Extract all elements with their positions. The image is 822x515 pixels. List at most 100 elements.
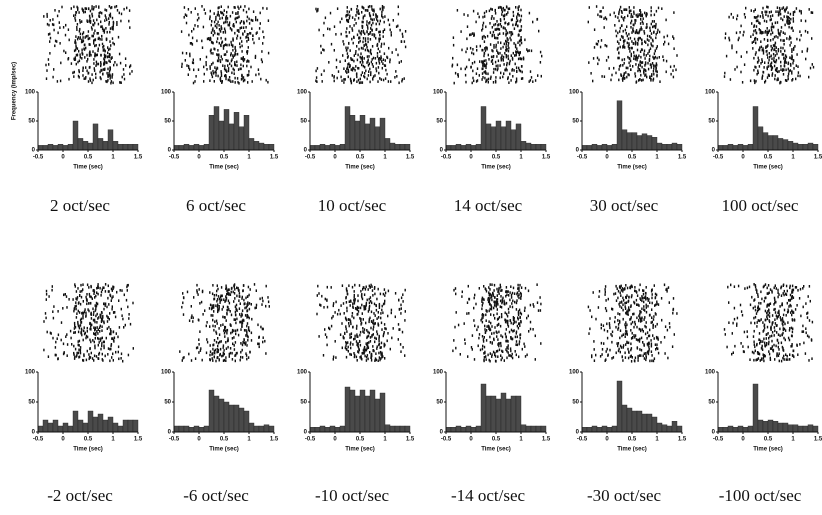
raster-spike bbox=[528, 290, 529, 293]
raster-spike bbox=[358, 30, 359, 33]
raster-spike bbox=[453, 289, 454, 292]
raster-spike bbox=[489, 288, 490, 291]
raster-spike bbox=[229, 44, 230, 47]
raster-spike bbox=[400, 304, 401, 307]
raster-spike bbox=[74, 322, 75, 325]
raster-spike bbox=[650, 14, 651, 17]
raster-spike bbox=[254, 307, 255, 310]
raster-spike bbox=[97, 317, 98, 320]
raster-spike bbox=[349, 325, 350, 328]
raster-spike bbox=[320, 45, 321, 48]
raster-spike bbox=[341, 79, 342, 82]
raster-spike bbox=[643, 70, 644, 73]
bar bbox=[370, 390, 375, 432]
raster-spike bbox=[790, 63, 791, 66]
raster-spike bbox=[756, 25, 757, 28]
raster-spike bbox=[230, 323, 231, 326]
raster-spike bbox=[233, 291, 234, 294]
raster-spike bbox=[245, 297, 246, 300]
raster-spike bbox=[263, 36, 264, 39]
raster-spike bbox=[247, 59, 248, 62]
bar bbox=[53, 420, 58, 432]
raster-spike bbox=[219, 301, 220, 304]
raster-spike bbox=[787, 290, 788, 293]
x-tick-label: 0 bbox=[61, 437, 65, 443]
raster-spike bbox=[356, 80, 357, 83]
raster-spike bbox=[787, 11, 788, 14]
raster-spike bbox=[101, 38, 102, 41]
raster-spike bbox=[812, 11, 813, 14]
raster-spike bbox=[617, 287, 618, 290]
raster-spike bbox=[455, 287, 456, 290]
raster-spike bbox=[237, 29, 238, 32]
x-axis-label: Time (sec) bbox=[345, 165, 375, 171]
raster-spike bbox=[93, 62, 94, 65]
raster-spike bbox=[215, 25, 216, 28]
raster-spike bbox=[647, 297, 648, 300]
raster-spike bbox=[189, 55, 190, 58]
raster-spike bbox=[803, 285, 804, 288]
raster-spike bbox=[517, 41, 518, 44]
raster-spike bbox=[506, 29, 507, 32]
raster-spike bbox=[778, 29, 779, 32]
raster-spike bbox=[128, 354, 129, 357]
bar bbox=[667, 426, 672, 432]
raster-spike bbox=[726, 55, 727, 58]
raster-spike bbox=[226, 21, 227, 24]
raster-spike bbox=[231, 65, 232, 68]
raster-spike bbox=[774, 287, 775, 290]
raster-spike bbox=[654, 357, 655, 360]
raster-spike bbox=[359, 82, 360, 85]
raster-spike bbox=[471, 52, 472, 55]
raster-spike bbox=[622, 36, 623, 39]
raster-spike bbox=[356, 76, 357, 79]
raster-spike bbox=[649, 49, 650, 52]
raster-spike bbox=[526, 48, 527, 51]
raster-spike bbox=[63, 343, 64, 346]
x-tick-label: 0 bbox=[197, 437, 201, 443]
raster-spike bbox=[105, 27, 106, 30]
raster-spike bbox=[770, 45, 771, 48]
raster-spike bbox=[345, 31, 346, 34]
raster-spike bbox=[199, 302, 200, 305]
raster-spike bbox=[754, 322, 755, 325]
raster-spike bbox=[376, 330, 377, 333]
raster-spike bbox=[530, 328, 531, 331]
raster-spike bbox=[371, 359, 372, 362]
raster-spike bbox=[627, 301, 628, 304]
y-tick-label: 0 bbox=[168, 430, 172, 436]
bar bbox=[93, 124, 98, 150]
raster-spike bbox=[632, 27, 633, 30]
raster-spike bbox=[487, 73, 488, 76]
raster-spike bbox=[481, 29, 482, 32]
raster-spike bbox=[212, 62, 213, 65]
raster-spike bbox=[754, 82, 755, 85]
raster-spike bbox=[370, 300, 371, 303]
raster-spike bbox=[96, 44, 97, 47]
raster-spike bbox=[782, 304, 783, 307]
raster-spike bbox=[181, 63, 182, 66]
raster-spike bbox=[207, 38, 208, 41]
raster-spike bbox=[650, 63, 651, 66]
raster-spike bbox=[674, 333, 675, 336]
raster-spike bbox=[802, 330, 803, 333]
x-tick-label: 1.5 bbox=[814, 155, 822, 161]
raster-spike bbox=[218, 327, 219, 330]
raster-spike bbox=[632, 337, 633, 340]
raster-spike bbox=[194, 80, 195, 83]
raster-spike bbox=[593, 291, 594, 294]
raster-spike bbox=[794, 11, 795, 14]
raster-spike bbox=[101, 320, 102, 323]
raster-spike bbox=[113, 21, 114, 24]
raster-spike bbox=[101, 25, 102, 28]
raster-spike bbox=[493, 289, 494, 292]
raster-spike bbox=[370, 18, 371, 21]
raster-spike bbox=[786, 37, 787, 40]
raster-spike bbox=[226, 329, 227, 332]
raster-spike bbox=[231, 314, 232, 317]
raster-spike bbox=[488, 286, 489, 289]
x-tick-label: 0 bbox=[333, 155, 337, 161]
raster-spike bbox=[605, 44, 606, 47]
raster-spike bbox=[385, 59, 386, 62]
raster-spike bbox=[224, 9, 225, 12]
